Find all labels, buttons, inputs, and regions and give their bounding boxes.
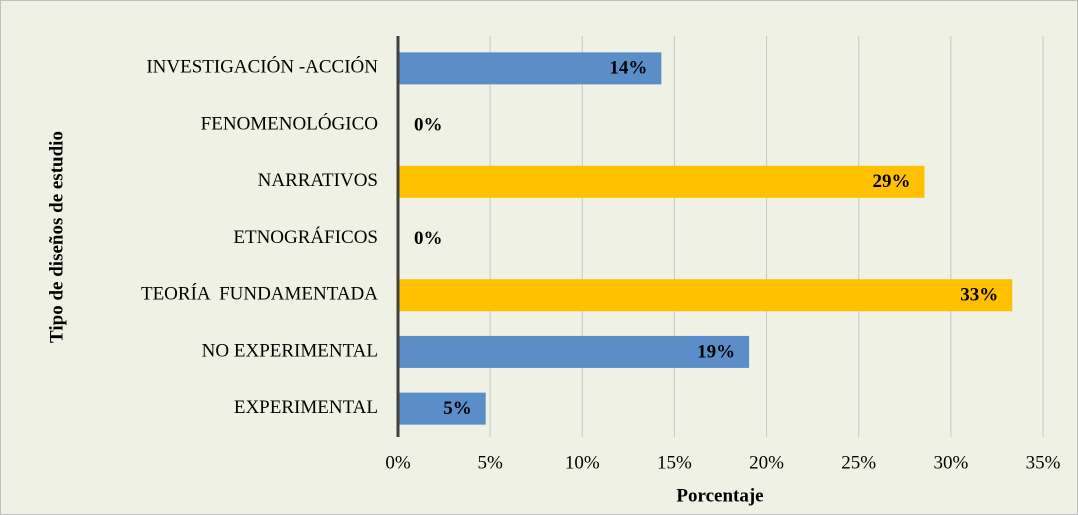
data-label: 19% (697, 341, 735, 362)
x-tick-label: 35% (1026, 452, 1061, 473)
bar (398, 279, 1013, 312)
bar (398, 335, 750, 368)
y-tick-label: EXPERIMENTAL (234, 397, 378, 418)
x-tick-label: 5% (477, 452, 503, 473)
x-tick-label: 10% (565, 452, 600, 473)
y-tick-label: TEORÍA FUNDAMENTADA (141, 283, 378, 305)
y-tick-label: FENOMENOLÓGICO (201, 112, 378, 134)
x-tick-label: 30% (933, 452, 968, 473)
y-tick-label: NO EXPERIMENTAL (202, 340, 378, 361)
data-label: 33% (960, 285, 998, 306)
x-tick-label: 25% (841, 452, 876, 473)
data-label: 14% (609, 58, 647, 79)
data-label: 29% (873, 171, 911, 192)
y-tick-label: NARRATIVOS (258, 170, 378, 191)
x-tick-label: 15% (657, 452, 692, 473)
x-tick-label: 20% (749, 452, 784, 473)
x-axis-title: Porcentaje (676, 485, 763, 506)
y-tick-label: ETNOGRÁFICOS (233, 226, 378, 248)
bar (398, 165, 925, 198)
x-tick-label: 0% (385, 452, 411, 473)
bar (398, 52, 662, 85)
data-label: 0% (414, 228, 443, 249)
y-axis-title: Tipo de diseños de estudio (46, 131, 67, 343)
bar (398, 392, 486, 425)
y-tick-label: INVESTIGACIÓN -ACCIÓN (146, 56, 378, 78)
data-label: 5% (443, 398, 472, 419)
data-label: 0% (414, 114, 443, 135)
